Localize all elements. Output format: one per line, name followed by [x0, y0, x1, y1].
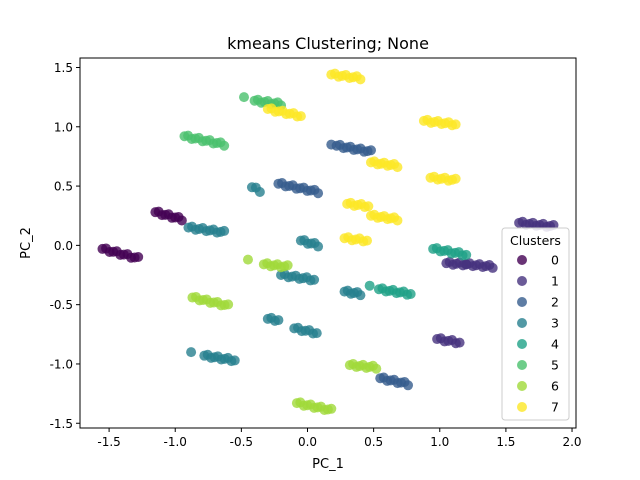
y-tick-label: 0.5	[54, 180, 73, 194]
legend-label: 4	[551, 337, 559, 352]
data-point	[355, 290, 366, 301]
data-point	[450, 119, 461, 130]
plot-frame	[79, 57, 577, 429]
x-tick-label: 1.0	[430, 435, 449, 449]
legend-title: Clusters	[510, 233, 561, 248]
data-point	[186, 347, 197, 358]
data-point	[365, 145, 376, 156]
legend-label: 0	[551, 253, 559, 268]
data-point	[282, 260, 293, 271]
legend-label: 1	[551, 274, 559, 289]
legend-marker	[517, 276, 527, 286]
y-tick-label: 0.0	[54, 239, 73, 253]
legend-label: 7	[551, 400, 559, 415]
y-axis-ticks: -1.5 -1.0 -0.5 0.0 0.5 1.0 1.5	[50, 61, 80, 431]
data-point	[487, 262, 498, 273]
data-point	[219, 225, 230, 236]
data-point	[326, 139, 337, 150]
data-point	[461, 259, 472, 270]
data-point	[326, 403, 337, 414]
legend-marker	[517, 381, 527, 391]
data-point	[371, 363, 382, 374]
legend-items: 0 1 2 3 4 5 6 7	[517, 253, 559, 415]
data-point	[313, 188, 324, 199]
legend-marker	[517, 360, 527, 370]
data-point	[450, 173, 461, 184]
x-tick-label: 2.0	[562, 435, 581, 449]
x-tick-label: -1.0	[164, 435, 187, 449]
data-point	[309, 274, 320, 285]
data-point	[133, 251, 144, 262]
legend-marker	[517, 318, 527, 328]
data-point	[548, 219, 559, 230]
data-point	[242, 254, 253, 265]
legend-label: 2	[551, 295, 559, 310]
x-tick-label: 0.0	[298, 435, 317, 449]
legend-label: 3	[551, 316, 559, 331]
y-tick-label: -1.0	[50, 357, 73, 371]
legend-marker	[517, 339, 527, 349]
chart-title: kmeans Clustering; None	[227, 34, 429, 53]
data-point	[363, 201, 374, 212]
data-point	[313, 241, 324, 252]
legend-marker	[517, 297, 527, 307]
legend: Clusters 0 1 2 3 4 5 6 7	[501, 227, 570, 421]
y-tick-label: -1.5	[50, 417, 73, 431]
data-point	[392, 215, 403, 226]
data-point	[219, 140, 230, 151]
y-axis-label: PC_2	[19, 227, 34, 259]
data-point	[405, 288, 416, 299]
data-point	[229, 355, 240, 366]
x-tick-label: 1.5	[496, 435, 515, 449]
data-point	[239, 92, 250, 103]
data-point	[454, 337, 465, 348]
y-tick-label: -0.5	[50, 298, 73, 312]
data-point	[362, 235, 373, 246]
data-points	[97, 68, 559, 415]
y-tick-label: 1.0	[54, 120, 73, 134]
legend-label: 6	[551, 379, 559, 394]
legend-label: 5	[551, 358, 559, 373]
data-point	[392, 162, 403, 173]
data-point	[295, 111, 306, 122]
x-tick-label: 0.5	[364, 435, 383, 449]
legend-marker	[517, 255, 527, 265]
legend-box	[501, 227, 570, 421]
data-point	[403, 380, 414, 391]
legend-marker	[517, 402, 527, 412]
data-point	[254, 187, 265, 198]
data-point	[461, 249, 472, 260]
x-axis-label: PC_1	[312, 457, 344, 472]
x-tick-label: -0.5	[230, 435, 253, 449]
data-point	[311, 328, 322, 339]
data-point	[273, 315, 284, 326]
x-axis-ticks: -1.5 -1.0 -0.5 0.0 0.5 1.0 1.5 2.0	[97, 428, 582, 449]
x-tick-label: -1.5	[97, 435, 120, 449]
data-point	[364, 280, 375, 291]
y-tick-label: 1.5	[54, 61, 73, 75]
data-point	[355, 74, 366, 85]
data-point	[176, 215, 187, 226]
data-point	[223, 299, 234, 310]
